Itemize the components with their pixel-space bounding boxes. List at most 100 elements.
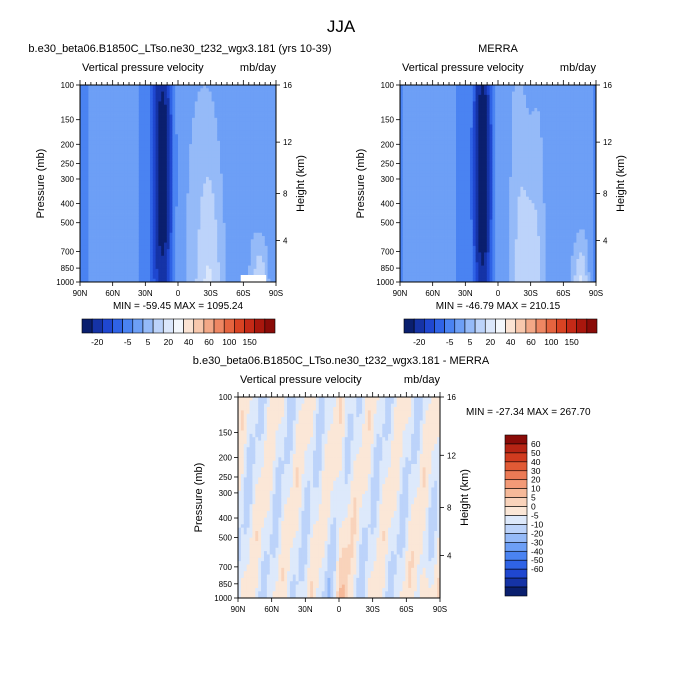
model-cell [169, 239, 173, 243]
model-cell [192, 121, 196, 125]
model-cell [178, 91, 182, 96]
model-cell [236, 278, 240, 283]
model-cell [234, 137, 238, 142]
merra-cell [414, 206, 418, 211]
model-cell [270, 259, 274, 263]
model-cell [172, 186, 176, 191]
merra-cell [419, 140, 423, 145]
model-cell [161, 88, 165, 92]
model-cell [225, 249, 229, 253]
model-cell [96, 150, 100, 155]
merra-cell [402, 239, 406, 243]
model-cell [147, 157, 151, 161]
model-cell [82, 170, 86, 175]
model-cell [214, 249, 218, 253]
model-cell [225, 94, 229, 99]
model-cell [130, 98, 134, 102]
model-cell [236, 170, 240, 175]
model-cell [183, 236, 187, 240]
merra-cell [400, 107, 404, 112]
model-cell [192, 130, 196, 135]
model-cell [234, 91, 238, 96]
model-cell [234, 203, 238, 207]
model-cell [194, 268, 198, 273]
merra-cell [402, 186, 406, 191]
model-cell [152, 124, 156, 129]
model-cell [102, 216, 106, 221]
model-cell [136, 203, 140, 207]
model-cell [113, 147, 117, 152]
model-cell [256, 114, 260, 119]
model-cell [133, 104, 137, 109]
model-cell [259, 88, 263, 92]
merra-cell [425, 114, 429, 119]
model-cell [239, 140, 243, 145]
model-cell [166, 186, 170, 191]
merra-cell [408, 219, 412, 224]
model-cell [99, 278, 103, 283]
model-cell [110, 259, 114, 263]
model-cell [133, 144, 137, 148]
model-cell [166, 127, 170, 132]
model-cell [85, 180, 89, 184]
merra-cell [416, 160, 420, 165]
model-cell [124, 222, 128, 227]
model-cell [183, 134, 187, 138]
model-cell [161, 259, 165, 263]
model-cell [108, 199, 112, 204]
merra-cell [408, 216, 412, 221]
model-cell [180, 107, 184, 112]
model-cell [211, 196, 215, 201]
model-cell [231, 144, 235, 148]
model-cell [136, 124, 140, 129]
model-cell [228, 140, 232, 145]
model-cell [217, 255, 221, 260]
model-cell [253, 130, 257, 135]
model-cell [158, 117, 162, 122]
model-cell [217, 262, 221, 266]
model-cell [82, 124, 86, 129]
model-cell [203, 219, 207, 224]
model-cell [242, 153, 246, 158]
model-cell [155, 209, 159, 214]
model-cell [127, 114, 131, 119]
merra-cell [405, 101, 409, 106]
model-cell [85, 226, 89, 230]
model-cell [122, 216, 126, 221]
merra-cell [419, 239, 423, 243]
model-cell [119, 147, 123, 152]
model-cell [158, 239, 162, 243]
model-cell [80, 94, 84, 99]
model-cell [172, 196, 176, 201]
model-cell [155, 232, 159, 237]
model-cell [136, 98, 140, 102]
model-cell [144, 88, 148, 92]
model-cell [105, 216, 109, 221]
model-cell [82, 85, 86, 89]
model-cell [85, 193, 89, 198]
model-cell [203, 232, 207, 237]
model-cell [200, 222, 204, 227]
merra-cell [414, 140, 418, 145]
model-cell [164, 222, 168, 227]
model-cell [161, 229, 165, 234]
model-cell [264, 91, 268, 96]
model-cell [234, 98, 238, 102]
merra-cell [428, 252, 432, 257]
model-cell [186, 278, 190, 283]
model-cell [164, 134, 168, 138]
model-cell [127, 242, 131, 247]
model-cell [231, 213, 235, 217]
merra-cell [405, 193, 409, 198]
model-cell [108, 140, 112, 145]
merra-cell [425, 144, 429, 148]
model-cell [147, 275, 151, 280]
model-cell [99, 203, 103, 207]
model-cell [91, 134, 95, 138]
model-cell [222, 173, 226, 178]
model-cell [144, 203, 148, 207]
figure-title: JJA [327, 17, 356, 36]
model-cell [91, 160, 95, 165]
model-cell [144, 167, 148, 171]
merra-cell [422, 268, 426, 273]
